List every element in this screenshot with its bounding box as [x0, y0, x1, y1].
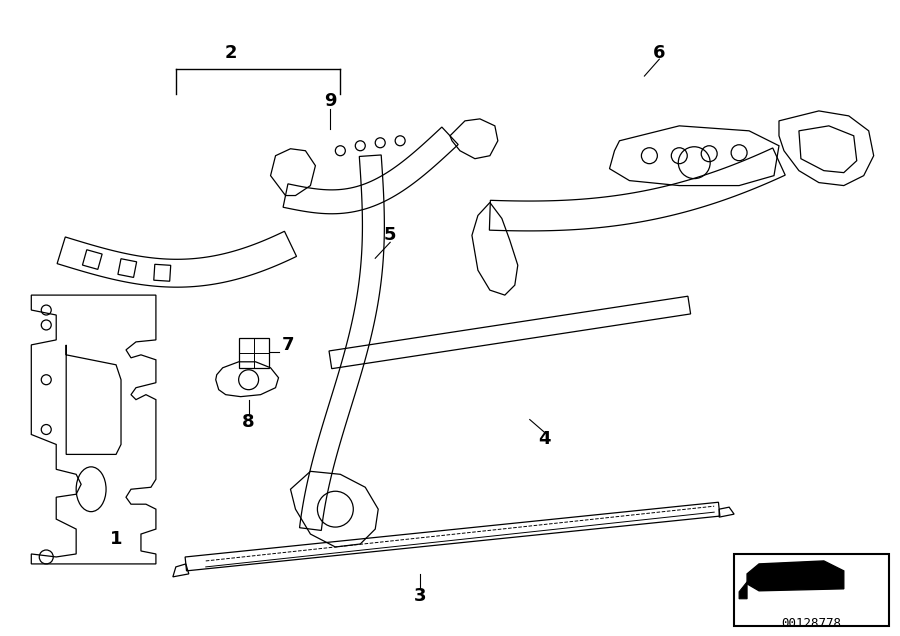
Text: 7: 7 [282, 336, 293, 354]
Text: 00128778: 00128778 [781, 617, 841, 630]
Text: 1: 1 [110, 530, 122, 548]
Text: 8: 8 [242, 413, 255, 431]
Text: 2: 2 [224, 44, 237, 62]
Text: 3: 3 [414, 587, 427, 605]
Text: 9: 9 [324, 92, 337, 110]
Polygon shape [747, 561, 844, 591]
Text: 4: 4 [538, 431, 551, 448]
Polygon shape [739, 582, 747, 598]
Bar [734, 554, 888, 626]
Text: 5: 5 [384, 226, 396, 244]
Text: 6: 6 [653, 44, 666, 62]
